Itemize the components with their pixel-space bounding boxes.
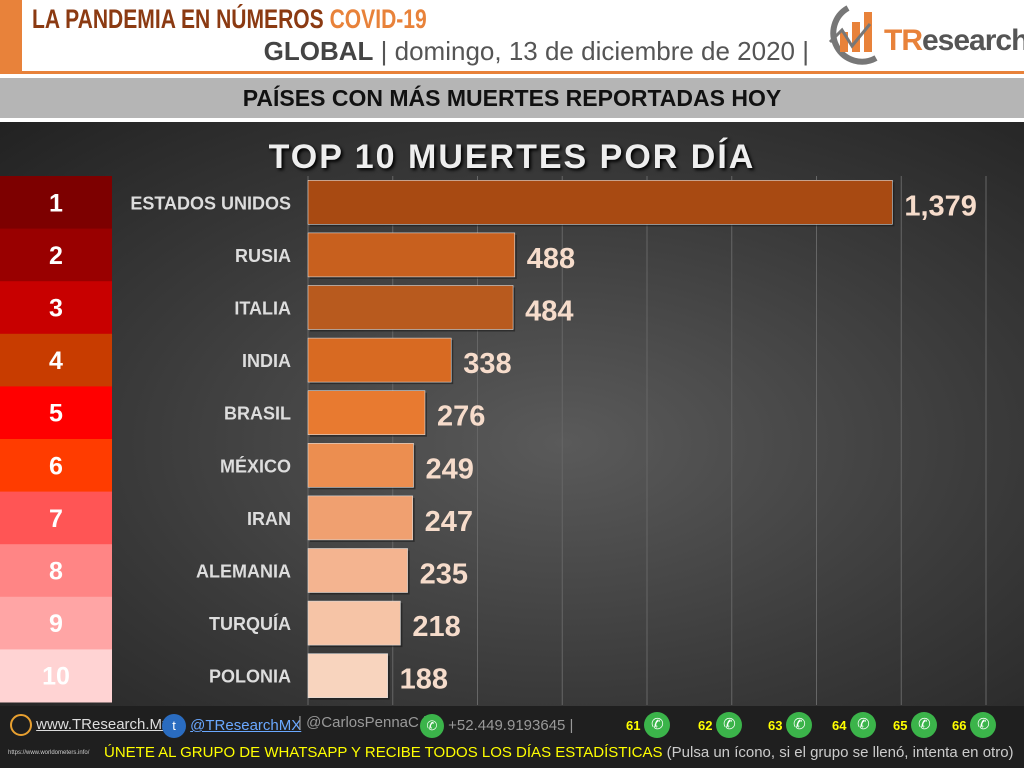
whatsapp-group-button[interactable]: 64 ✆ [832,712,877,738]
category-label: RUSIA [235,246,291,266]
value-label: 276 [437,401,485,433]
whatsapp-group-button[interactable]: 66 ✆ [952,712,997,738]
twitter-text: @TResearchMX [190,717,302,734]
scope: GLOBAL [263,36,374,66]
date: | domingo, 13 de diciembre de 2020 | [380,36,809,66]
rank-label: 4 [49,347,63,375]
header: LA PANDEMIA EN NÚMEROS COVID-19 GLOBAL |… [0,0,1024,74]
whatsapp-icon: ✆ [716,712,743,738]
rank-cell [0,596,112,650]
value-label: 338 [463,348,511,380]
bar [307,442,414,488]
bar [307,390,426,436]
category-label: MÉXICO [220,455,291,476]
rank-label: 5 [49,400,63,428]
category-label: ALEMANIA [196,562,291,582]
rank-label: 3 [49,295,63,323]
rank-label: 2 [49,242,63,270]
twitter-link[interactable]: t @TResearchMX [162,714,301,738]
category-label: IRAN [247,509,291,529]
phone-text: +52.449.9193645 | [448,717,574,734]
value-label: 249 [426,453,474,485]
group-number: 65 [893,717,908,733]
value-label: 484 [525,296,573,328]
value-label: 218 [412,611,460,643]
category-label: ITALIA [234,299,291,319]
rank-cell [0,491,112,545]
whatsapp-group-button[interactable]: 62 ✆ [698,712,743,738]
bar [307,548,408,593]
rank-label: 9 [49,610,63,638]
accent-bar [0,0,22,74]
globe-icon [10,714,32,736]
phone-icon: ✆ [420,714,444,738]
value-label: 488 [527,243,575,275]
rank-cell [0,649,112,703]
whatsapp-icon: ✆ [644,712,671,738]
whatsapp-group-button[interactable]: 65 ✆ [893,712,938,738]
logo-chart-icon [828,5,878,65]
bar [307,232,516,278]
cta-note: (Pulsa un ícono, si el grupo se llenó, i… [666,744,1014,761]
group-number: 64 [832,717,847,733]
rank-label: 6 [49,452,63,480]
web-text: www.TResearch.Mx [36,715,170,733]
group-number: 63 [768,717,783,733]
rank-cell [0,228,112,282]
source: https://www.worldometers.info/ [8,750,90,756]
category-label: POLONIA [209,667,291,687]
cta-text: ÚNETE AL GRUPO DE WHATSAPP Y RECIBE TODO… [104,744,663,761]
handle: | @CarlosPennaC | [298,714,427,731]
value-label: 1,379 [904,190,977,222]
value-label: 247 [425,506,473,538]
rank-cell [0,176,112,230]
rank-cell [0,439,112,493]
whatsapp-icon: ✆ [970,712,997,738]
bar [307,180,893,225]
tresearch-logo: TResearch [818,2,1024,70]
web-link[interactable]: www.TResearch.Mx | [10,714,178,736]
twitter-icon: t [162,714,186,738]
whatsapp-icon: ✆ [911,712,938,738]
rank-label: 10 [42,663,70,691]
group-number: 66 [952,717,967,733]
rank-cell [0,544,112,598]
bar [307,285,514,330]
bar [307,600,401,646]
whatsapp-icon: ✆ [786,712,813,738]
category-label: ESTADOS UNIDOS [130,193,291,213]
bar [307,653,388,699]
rank-cell [0,281,112,335]
rank-cell [0,386,112,440]
rank-label: 8 [49,558,63,586]
title-text: LA PANDEMIA EN NÚMEROS [32,4,324,34]
phone: ✆ +52.449.9193645 | [420,714,573,738]
rank-cell [0,333,112,387]
category-label: BRASIL [224,404,291,424]
rank-label: 1 [49,189,63,217]
group-number: 62 [698,717,713,733]
group-number: 61 [626,717,641,733]
whatsapp-group-button[interactable]: 61 ✆ [626,712,671,738]
value-label: 188 [400,664,448,696]
bar [307,337,452,383]
cta: ÚNETE AL GRUPO DE WHATSAPP Y RECIBE TODO… [104,744,1014,761]
bar [307,495,413,541]
value-label: 235 [420,559,468,591]
chart-title: TOP 10 MUERTES POR DÍA [268,138,756,176]
title-accent: COVID-19 [329,4,427,34]
rank-label: 7 [49,505,63,533]
category-label: TURQUÍA [209,613,291,634]
logo-text: TResearch [884,24,1024,57]
category-label: INDIA [242,351,291,371]
header-title: LA PANDEMIA EN NÚMEROS COVID-19 [32,4,427,35]
footer: www.TResearch.Mx | t @TResearchMX | @Car… [0,706,1024,768]
section-banner: PAÍSES CON MÁS MUERTES REPORTADAS HOY [0,78,1024,118]
whatsapp-group-button[interactable]: 63 ✆ [768,712,813,738]
whatsapp-icon: ✆ [850,712,877,738]
header-subtitle: GLOBAL | domingo, 13 de diciembre de 202… [264,36,809,67]
